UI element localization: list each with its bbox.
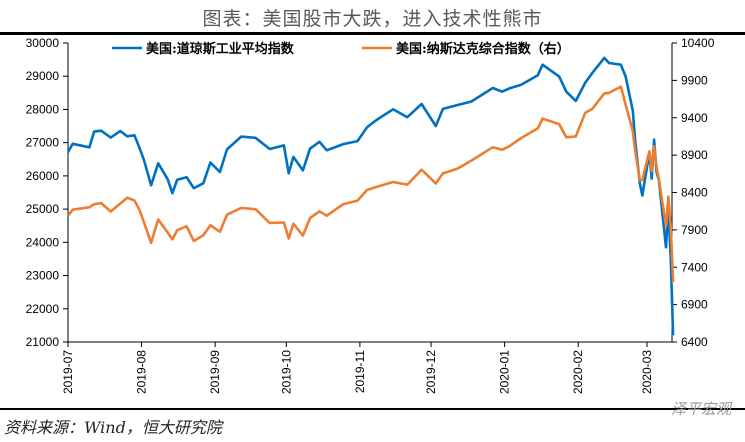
series-line-nasdaq	[66, 85, 675, 283]
y-right-tick-label: 10400	[681, 36, 715, 50]
y-right-tick-label: 8900	[681, 148, 708, 162]
x-tick-label: 2019-10	[279, 350, 293, 394]
bottom-rule	[0, 408, 745, 410]
x-tick-label: 2019-09	[208, 350, 222, 394]
x-tick-label: 2019-07	[61, 350, 75, 394]
y-right-tick-label: 7900	[681, 223, 708, 237]
x-tick-label: 2020-03	[640, 350, 654, 394]
top-rule	[0, 32, 745, 35]
x-tick-label: 2019-12	[424, 350, 438, 394]
x-tick-label: 2019-11	[353, 350, 367, 393]
y-right-tick-label: 7400	[681, 260, 708, 274]
y-left-tick-label: 24000	[26, 235, 60, 249]
y-left-tick-label: 27000	[26, 136, 60, 150]
y-left-tick-label: 22000	[26, 302, 60, 316]
y-right-tick-label: 6400	[681, 335, 708, 349]
y-right-tick-label: 6900	[681, 298, 708, 312]
y-right-tick-label: 8400	[681, 186, 708, 200]
x-tick-label: 2019-08	[135, 350, 149, 394]
watermark: 泽平宏观	[670, 400, 731, 418]
source-note: 资料来源：Wind，恒大研究院	[4, 418, 222, 437]
y-right-tick-label: 9400	[681, 111, 708, 125]
legend-label: 美国:道琼斯工业平均指数	[146, 41, 295, 57]
chart-title: 图表：美国股市大跌，进入技术性熊市	[202, 8, 543, 30]
y-left-tick-label: 23000	[26, 269, 60, 283]
y-left-tick-label: 29000	[26, 69, 60, 83]
y-left-tick-label: 26000	[26, 169, 60, 183]
y-left-tick-label: 30000	[26, 36, 60, 50]
series-line-dow	[66, 56, 675, 336]
y-left-tick-label: 25000	[26, 202, 60, 216]
x-tick-label: 2020-02	[571, 350, 585, 394]
y-left-tick-label: 28000	[26, 102, 60, 116]
x-tick-label: 2020-01	[498, 350, 512, 394]
legend-label: 美国:纳斯达克综合指数（右）	[396, 41, 570, 57]
y-left-tick-label: 21000	[26, 335, 60, 349]
y-right-tick-label: 9900	[681, 73, 708, 87]
